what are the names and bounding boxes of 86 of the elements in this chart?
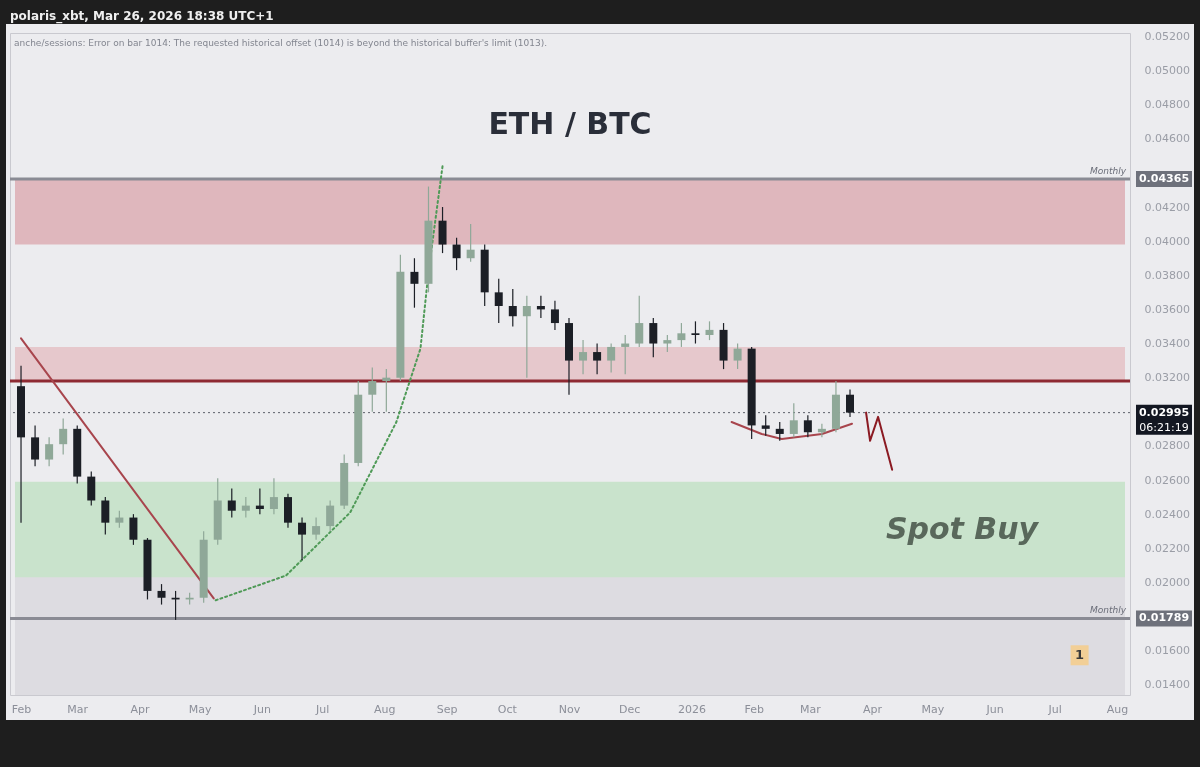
x-tick-label: Jun — [985, 702, 1004, 716]
x-tick-label: Apr — [863, 702, 883, 716]
candlestick — [775, 421, 784, 442]
candlestick — [45, 436, 54, 467]
candlestick — [579, 339, 588, 375]
x-tick-label: Dec — [619, 702, 641, 716]
candlestick — [705, 320, 714, 341]
candlestick — [593, 342, 602, 375]
x-tick-label: Mar — [799, 702, 822, 716]
text: ETH / BTC — [488, 106, 652, 141]
x-tick-label: Aug — [1106, 702, 1129, 716]
candlestick — [438, 206, 447, 254]
line-series — [865, 411, 894, 471]
y-tick-label: 0.02400 — [1144, 507, 1190, 521]
text: polaris_xbt, Mar 26, 2026 18:38 UTC+1 — [9, 8, 275, 24]
y-tick-label: 0.02600 — [1144, 473, 1190, 487]
y-tick-label: 0.01400 — [1144, 678, 1190, 692]
candlestick — [227, 487, 236, 519]
x-tick-label: May — [921, 702, 945, 716]
annotation: Monthly — [1089, 165, 1127, 176]
candlestick — [410, 257, 419, 309]
candlestick — [846, 388, 855, 418]
x-tick-label: Jun — [252, 702, 272, 716]
candlestick — [733, 342, 742, 370]
x-tick-label: May — [188, 702, 213, 716]
y-tick-label: 0.03600 — [1144, 302, 1190, 316]
candlestick — [635, 295, 644, 348]
annotation: anche/sessions: Error on bar 1014: The requested historical offset (1014) is beyond the historical buffer's limit (1013). — [14, 38, 548, 48]
y-tick-label: 0.02000 — [1144, 575, 1190, 589]
band-label: Spot Buy — [885, 510, 1040, 546]
y-tick-label: 0.02200 — [1144, 541, 1190, 555]
candlestick — [59, 418, 68, 456]
ref-line-label: 0.04365 — [1138, 171, 1190, 185]
y-tick-label: 0.04600 — [1144, 132, 1190, 146]
candlestick — [508, 288, 517, 328]
y-tick-label: 0.04000 — [1144, 234, 1190, 248]
candlestick — [677, 322, 686, 348]
candlestick — [157, 583, 166, 606]
line-series — [214, 165, 444, 602]
y-tick-label: 0.04800 — [1144, 98, 1190, 112]
candlestick — [649, 317, 658, 358]
y-tick-label: 0.03800 — [1144, 268, 1190, 282]
y-tick-label: 0.05000 — [1144, 64, 1190, 78]
y-tick-label: 0.03400 — [1144, 337, 1190, 351]
ref-line-label: 0.01789 — [1138, 611, 1190, 625]
y-tick-label: 0.05200 — [1144, 29, 1190, 43]
candlestick — [101, 496, 110, 536]
annotation: Monthly — [1089, 605, 1127, 616]
candlestick — [803, 414, 812, 438]
x-tick-label: 2026 — [677, 702, 706, 716]
candlestick — [691, 320, 700, 345]
candlestick — [368, 366, 377, 413]
candlestick — [466, 223, 475, 263]
candlestick — [298, 516, 307, 561]
x-tick-label: Sep — [436, 702, 458, 716]
candlestick — [761, 414, 770, 437]
candlestick — [312, 516, 321, 541]
candlestick — [550, 300, 559, 331]
x-tick-label: Mar — [67, 702, 89, 716]
y-tick-label: 0.03200 — [1144, 371, 1190, 385]
candlestick — [452, 237, 461, 271]
candlestick — [269, 477, 278, 515]
line-series — [730, 421, 854, 441]
x-tick-label: Jul — [1047, 702, 1062, 716]
x-tick-label: Aug — [374, 702, 396, 716]
candlestick — [494, 278, 503, 324]
y-tick-label: 0.04200 — [1144, 200, 1190, 214]
x-tick-label: Jul — [314, 702, 330, 716]
x-tick-label: Oct — [497, 702, 518, 716]
candlestick — [522, 295, 531, 379]
ref-line-label: 0.02995 — [1138, 405, 1190, 419]
x-tick-label: Feb — [11, 702, 32, 716]
candlestick — [129, 513, 138, 546]
x-tick-label: Nov — [558, 702, 581, 716]
x-tick-label: Feb — [744, 702, 764, 716]
text: 06:21:19 — [1139, 420, 1189, 434]
candlestick — [87, 470, 96, 507]
candlestick — [241, 496, 250, 519]
y-tick-label: 0.02800 — [1144, 439, 1190, 453]
annotation: 1 — [1075, 647, 1085, 663]
candlestick — [789, 402, 798, 438]
y-tick-label: 0.01600 — [1144, 644, 1190, 658]
x-tick-label: Apr — [130, 702, 150, 716]
candlestick — [326, 499, 335, 532]
candlestick — [31, 424, 40, 467]
candlestick — [607, 342, 616, 374]
